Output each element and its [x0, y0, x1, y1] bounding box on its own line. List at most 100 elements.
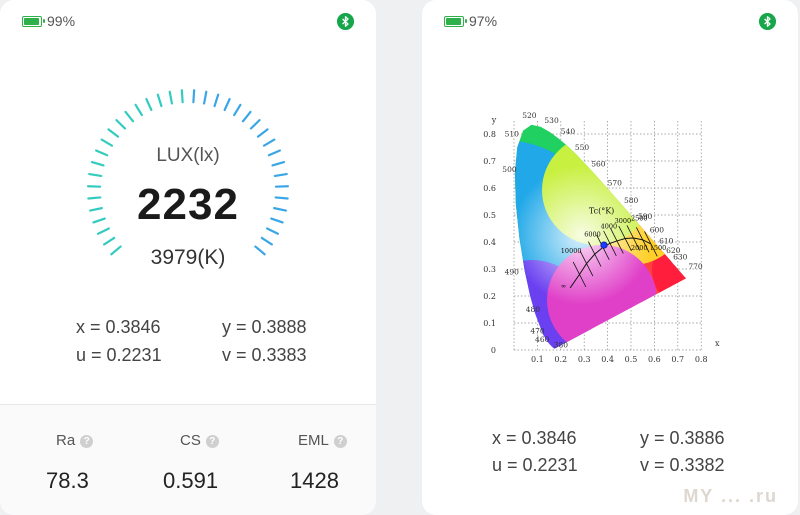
gauge-tick	[266, 227, 280, 235]
cct-mark-label: 2000	[631, 244, 648, 252]
gauge-tick	[273, 172, 288, 178]
wavelength-label: 490	[505, 267, 520, 276]
gauge-tick	[90, 160, 105, 167]
status-bar: 99%	[22, 12, 354, 32]
isotherm-line	[618, 225, 632, 252]
wavelength-label: 560	[591, 159, 606, 168]
battery-icon	[22, 16, 45, 27]
gauge-tick	[260, 236, 273, 246]
spectral-gamut	[514, 124, 686, 349]
lux-reading: 2232	[137, 180, 239, 229]
help-icon[interactable]: ?	[205, 435, 219, 448]
gauge-tick	[223, 97, 231, 112]
gauge-tick	[134, 103, 143, 117]
coord-u: u = 0.2231	[492, 455, 578, 475]
gauge-tick	[213, 93, 220, 108]
x-axis-label: x	[715, 339, 720, 348]
gauge-tick	[103, 236, 116, 246]
x-tick-label: 0.8	[695, 355, 708, 364]
cie-chart-panel: 97% 0.8 0.7 0.6 0.5 0.4 0.3 0.2 0.1 0 0.	[422, 0, 798, 515]
gauge-tick	[96, 227, 110, 235]
isotherm-line	[588, 241, 602, 267]
gauge-tick	[192, 89, 196, 104]
wavelength-label: 380	[554, 340, 569, 349]
gauge-tick	[145, 97, 153, 112]
y-tick-label: 0.1	[483, 319, 496, 328]
measured-point	[600, 241, 608, 249]
battery-percentage: 99%	[47, 13, 76, 29]
metric-ra-value: 78.3	[46, 468, 89, 493]
metric-eml-value: 1428	[290, 468, 339, 493]
cct-reading: 3979(K)	[150, 246, 226, 269]
gauge-tick	[92, 217, 106, 224]
x-tick-label: 0.4	[601, 355, 614, 364]
bluetooth-icon[interactable]	[337, 13, 354, 30]
gauge-tick	[241, 110, 252, 123]
y-tick-label: 0.3	[483, 265, 496, 274]
help-icon[interactable]: ?	[333, 435, 347, 448]
gauge-tick	[202, 90, 208, 105]
gauge-tick	[156, 93, 163, 108]
wavelength-label: 540	[561, 127, 576, 136]
gauge-tick	[233, 103, 242, 117]
y-tick-label: 0.4	[483, 238, 496, 247]
divider	[0, 404, 376, 405]
gauge-tick	[87, 196, 102, 200]
metric-cs-value: 0.591	[163, 468, 219, 493]
gauge-tick	[168, 90, 174, 105]
gauge-tick	[180, 89, 184, 104]
lux-unit-label: LUX(lx)	[156, 145, 220, 166]
coord-x: x = 0.3846	[76, 317, 161, 337]
coord-y: y = 0.3888	[222, 317, 307, 337]
coord-v: v = 0.3383	[222, 345, 307, 365]
wavelength-label: 580	[624, 196, 639, 205]
coord-u: u = 0.2231	[76, 345, 162, 365]
gauge-tick	[124, 110, 135, 123]
gauge-tick	[88, 172, 103, 178]
battery-icon	[444, 16, 467, 27]
x-tick-label: 0.1	[531, 355, 544, 364]
isotherm-line	[572, 261, 587, 288]
metrics-band	[0, 405, 376, 515]
isotherm-line	[644, 231, 658, 257]
x-tick-label: 0.6	[648, 355, 661, 364]
y-tick-label: 0.7	[483, 157, 496, 166]
gauge-tick	[267, 149, 281, 157]
metric-cs-label: CS?	[180, 432, 219, 449]
y-tick-label: 0.6	[483, 184, 496, 193]
isotherm-line	[610, 228, 624, 254]
isotherm-line	[603, 230, 617, 257]
cct-mark-label: 10000	[561, 247, 582, 255]
cct-mark-label: ∞	[561, 282, 566, 290]
lux-gauge	[86, 89, 290, 256]
wavelength-label: 510	[505, 130, 520, 139]
gauge-tick	[254, 245, 266, 256]
gauge-tick	[249, 119, 261, 130]
cct-title: Tc(°K)	[589, 207, 614, 216]
cct-mark-label: 6000	[584, 231, 601, 239]
gauge-tick	[89, 207, 103, 212]
bluetooth-icon[interactable]	[759, 13, 776, 30]
metric-ra-label: Ra?	[56, 432, 94, 449]
gauge-tick	[95, 149, 109, 157]
x-tick-label: 0.3	[578, 355, 591, 364]
gauge-tick	[107, 128, 120, 138]
wavelength-label: 550	[575, 143, 590, 152]
cct-mark-label: 3000	[615, 217, 632, 225]
wavelength-label: 520	[522, 111, 537, 120]
help-icon[interactable]: ?	[80, 435, 94, 448]
wavelength-label: 600	[650, 226, 665, 235]
cct-mark-label: 1500	[650, 244, 667, 252]
isotherm-line	[635, 227, 650, 253]
wavelength-label: 610	[659, 236, 674, 245]
wavelength-label: 480	[526, 305, 541, 314]
watermark: MY ... .ru	[683, 486, 778, 506]
wavelength-label: 770	[688, 262, 703, 271]
wavelength-label: 530	[544, 116, 559, 125]
coord-y: y = 0.3886	[640, 428, 725, 448]
gauge-tick	[271, 160, 286, 167]
isotherm-line	[579, 250, 594, 277]
cct-mark-label: 4000	[601, 223, 618, 231]
wavelength-label: 620	[666, 246, 681, 255]
